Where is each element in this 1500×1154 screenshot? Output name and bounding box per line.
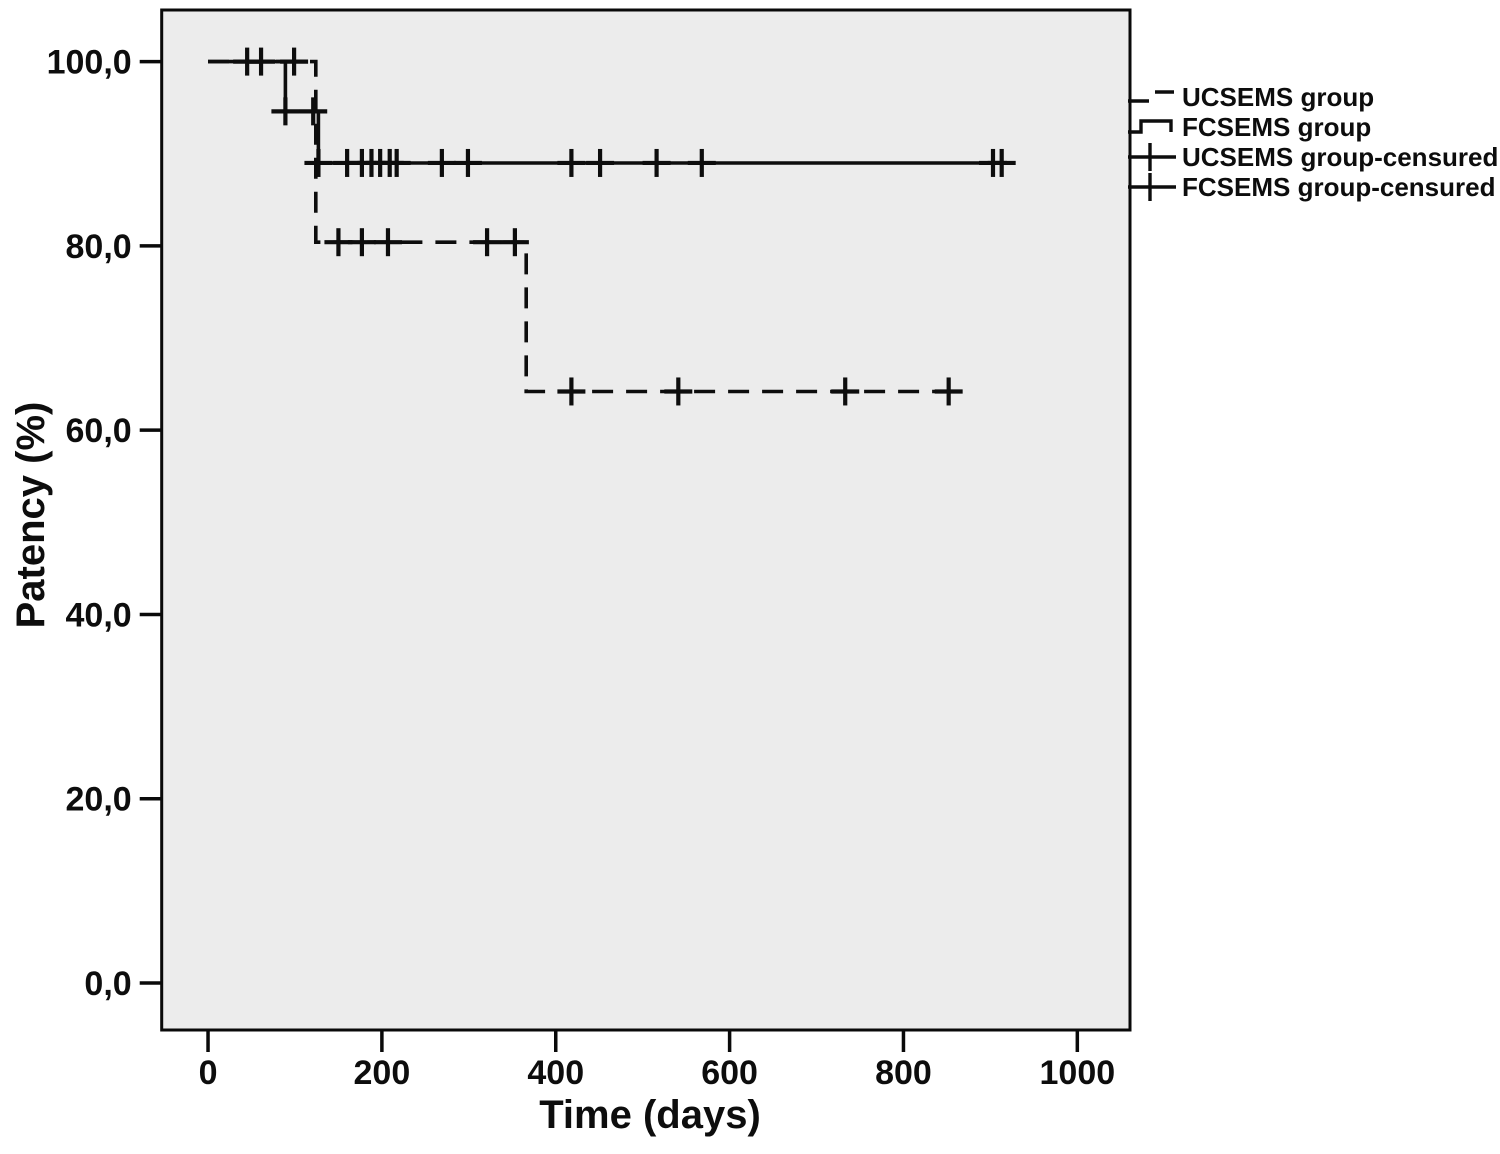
legend-sample-line-plus <box>1128 143 1176 171</box>
legend-sample-dashed-line <box>1128 90 1174 103</box>
y-tick-label: 40,0 <box>66 596 132 634</box>
legend-item: FCSEMS group <box>1128 112 1371 142</box>
censor-mark-fcsems <box>427 148 456 177</box>
series-line-ucsems <box>208 59 964 394</box>
censor-mark-fcsems <box>247 47 276 76</box>
censor-mark-fcsems <box>271 97 300 126</box>
censor-mark-ucsems <box>934 377 963 406</box>
legend-item: UCSEMS group <box>1128 82 1374 112</box>
x-tick-label: 800 <box>875 1054 932 1092</box>
legend-label: UCSEMS group-censured <box>1182 142 1498 172</box>
censor-mark-ucsems <box>831 377 860 406</box>
censor-mark-fcsems <box>586 148 615 177</box>
censor-marks <box>233 47 1016 406</box>
legend-item: FCSEMS group-censured <box>1128 172 1495 202</box>
censor-mark-fcsems <box>987 148 1016 177</box>
y-tick-label: 100,0 <box>47 44 132 82</box>
censor-mark-ucsems <box>473 228 502 257</box>
censor-mark-fcsems <box>453 148 482 177</box>
legend-sample-line-plus <box>1128 173 1176 201</box>
y-tick-label: 20,0 <box>66 781 132 819</box>
censor-mark-fcsems <box>304 148 333 177</box>
y-tick-label: 60,0 <box>66 412 132 450</box>
censor-mark-ucsems <box>557 377 586 406</box>
x-tick-label: 400 <box>527 1054 584 1092</box>
x-tick-label: 1000 <box>1040 1054 1116 1092</box>
censor-mark-fcsems <box>557 148 586 177</box>
censor-mark-ucsems <box>347 228 376 257</box>
axis-ticks: 0 200 400 600 800 1000 0,0 20,0 40,0 60,0 80,0 100,… <box>47 44 1116 1092</box>
censor-mark-ucsems <box>324 228 353 257</box>
legend-sample-solid-step <box>1128 119 1173 134</box>
x-tick-label: 0 <box>199 1054 218 1092</box>
censor-mark-fcsems <box>687 148 716 177</box>
censor-mark-fcsems <box>299 97 328 126</box>
y-axis-title: Patency (%) <box>9 402 53 629</box>
censor-mark-ucsems <box>500 228 529 257</box>
legend-label: UCSEMS group <box>1182 82 1374 112</box>
y-tick-label: 80,0 <box>66 228 132 266</box>
plot-area <box>160 8 1132 1032</box>
legend-label: FCSEMS group <box>1182 112 1371 142</box>
x-tick-label: 600 <box>701 1054 758 1092</box>
censor-mark-ucsems <box>280 47 309 76</box>
legend-label: FCSEMS group-censured <box>1182 172 1495 202</box>
x-tick-label: 200 <box>354 1054 411 1092</box>
x-axis-title: Time (days) <box>539 1093 761 1137</box>
censor-mark-fcsems <box>642 148 671 177</box>
y-tick-label: 0,0 <box>84 965 131 1003</box>
censor-mark-ucsems <box>664 377 693 406</box>
legend-item: UCSEMS group-censured <box>1128 142 1498 172</box>
censor-mark-ucsems <box>373 228 402 257</box>
censor-mark-fcsems <box>382 148 411 177</box>
